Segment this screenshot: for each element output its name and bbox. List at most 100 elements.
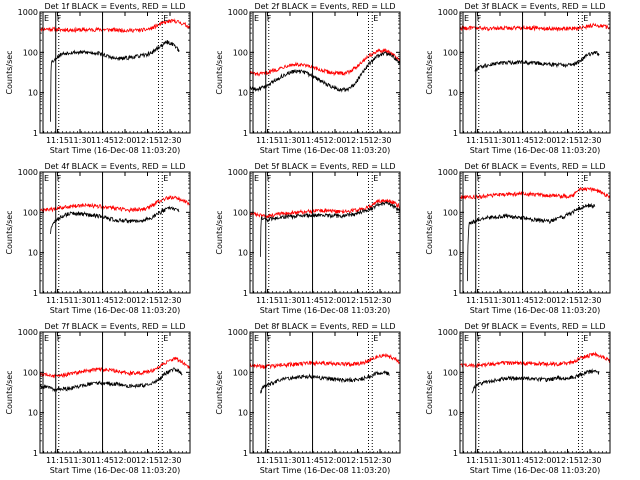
detector-panel: Det 1f BLACK = Events, RED = LLD Counts/s… xyxy=(5,2,191,155)
x-tick-label: 11:45 xyxy=(511,456,534,465)
x-tick-label: 12:00 xyxy=(323,296,346,305)
x-tick-label: 11:15 xyxy=(466,136,489,145)
x-axis-label: Start Time (16-Dec-08 11:03:20) xyxy=(260,466,391,475)
x-tick-label: 12:15 xyxy=(556,456,579,465)
x-tick-label: 12:00 xyxy=(323,456,346,465)
y-tick-label: 1 xyxy=(453,129,458,138)
x-tick-label: 12:15 xyxy=(136,296,159,305)
y-tick-label: 100 xyxy=(23,208,38,217)
panel-title: Det 7f BLACK = Events, RED = LLD xyxy=(44,322,185,331)
y-tick-label: 1000 xyxy=(18,328,38,337)
x-tick-label: 11:15 xyxy=(256,136,279,145)
event-marker-label: E xyxy=(464,14,469,23)
x-axis-label: Start Time (16-Dec-08 11:03:20) xyxy=(50,306,181,315)
x-tick-label: 11:30 xyxy=(488,296,511,305)
panel-grid: Det 1f BLACK = Events, RED = LLD Counts/s… xyxy=(5,2,611,475)
x-tick-label: 11:15 xyxy=(46,456,69,465)
y-tick-label: 10 xyxy=(28,249,38,258)
x-axis-label: Start Time (16-Dec-08 11:03:20) xyxy=(50,146,181,155)
y-tick-label: 1 xyxy=(243,129,248,138)
y-tick-label: 10 xyxy=(28,409,38,418)
event-marker-label: E xyxy=(44,334,49,343)
series-line-lld xyxy=(39,195,191,214)
x-tick-label: 12:30 xyxy=(578,136,601,145)
x-tick-label: 12:00 xyxy=(323,136,346,145)
y-tick-label: 100 xyxy=(443,48,458,57)
x-tick-label: 12:15 xyxy=(136,136,159,145)
x-tick-label: 11:45 xyxy=(91,136,114,145)
series-line-events xyxy=(260,200,401,257)
y-axis-label: Counts/sec xyxy=(425,370,434,414)
series-line-lld xyxy=(459,351,611,369)
plot-frame xyxy=(39,331,191,454)
event-marker-label: E xyxy=(373,14,378,23)
y-tick-label: 1000 xyxy=(438,8,458,17)
panel-title: Det 3f BLACK = Events, RED = LLD xyxy=(464,2,605,11)
y-axis-label: Counts/sec xyxy=(425,210,434,254)
x-axis-label: Start Time (16-Dec-08 11:03:20) xyxy=(50,466,181,475)
x-tick-label: 11:15 xyxy=(466,296,489,305)
x-tick-label: 11:45 xyxy=(301,136,324,145)
x-tick-label: 11:30 xyxy=(278,296,301,305)
detector-panel: Det 3f BLACK = Events, RED = LLD Counts/s… xyxy=(425,2,611,155)
y-tick-label: 1000 xyxy=(228,8,248,17)
y-tick-label: 1 xyxy=(243,449,248,458)
x-tick-label: 11:30 xyxy=(68,456,91,465)
y-tick-label: 100 xyxy=(233,48,248,57)
x-tick-label: 12:15 xyxy=(346,136,369,145)
y-tick-label: 1 xyxy=(33,129,38,138)
event-marker-label: E xyxy=(464,334,469,343)
x-tick-label: 11:15 xyxy=(46,136,69,145)
x-tick-label: 11:15 xyxy=(256,296,279,305)
x-tick-label: 12:30 xyxy=(368,136,391,145)
x-tick-label: 11:45 xyxy=(301,456,324,465)
x-tick-label: 12:00 xyxy=(533,296,556,305)
x-tick-label: 11:45 xyxy=(91,296,114,305)
detector-panel: Det 7f BLACK = Events, RED = LLD Counts/s… xyxy=(5,322,191,475)
x-tick-label: 12:30 xyxy=(158,296,181,305)
x-tick-label: 11:30 xyxy=(278,456,301,465)
y-tick-label: 1000 xyxy=(228,328,248,337)
series-line-lld xyxy=(459,22,611,32)
y-tick-label: 10 xyxy=(28,89,38,98)
y-tick-label: 10 xyxy=(448,409,458,418)
y-tick-label: 100 xyxy=(23,48,38,57)
series-line-lld xyxy=(39,18,191,34)
plot-frame xyxy=(249,331,401,454)
panel-title: Det 4f BLACK = Events, RED = LLD xyxy=(44,162,185,171)
series-line-events xyxy=(474,51,600,72)
y-tick-label: 1000 xyxy=(438,328,458,337)
x-tick-label: 12:30 xyxy=(368,456,391,465)
panel-title: Det 1f BLACK = Events, RED = LLD xyxy=(44,2,185,11)
series-line-lld xyxy=(459,186,611,200)
event-marker-label: E xyxy=(163,174,168,183)
x-tick-label: 12:15 xyxy=(346,456,369,465)
y-tick-label: 100 xyxy=(233,368,248,377)
x-axis-label: Start Time (16-Dec-08 11:03:20) xyxy=(470,306,601,315)
x-tick-label: 12:15 xyxy=(556,296,579,305)
x-tick-label: 12:30 xyxy=(158,136,181,145)
series-line-lld xyxy=(249,198,401,219)
series-line-events xyxy=(50,39,180,122)
y-tick-label: 100 xyxy=(233,208,248,217)
x-tick-label: 12:00 xyxy=(113,296,136,305)
x-tick-label: 12:00 xyxy=(113,136,136,145)
series-line-events xyxy=(467,202,596,282)
y-axis-label: Counts/sec xyxy=(215,50,224,94)
y-tick-label: 10 xyxy=(238,409,248,418)
x-tick-label: 11:30 xyxy=(488,136,511,145)
series-line-lld xyxy=(249,48,401,77)
y-tick-label: 10 xyxy=(448,249,458,258)
event-marker-label: E xyxy=(254,334,259,343)
x-axis-label: Start Time (16-Dec-08 11:03:20) xyxy=(470,466,601,475)
panel-title: Det 9f BLACK = Events, RED = LLD xyxy=(464,322,605,331)
detector-panel: Det 6f BLACK = Events, RED = LLD Counts/s… xyxy=(425,162,611,315)
x-tick-label: 12:30 xyxy=(578,296,601,305)
y-tick-label: 1 xyxy=(33,449,38,458)
x-tick-label: 12:15 xyxy=(346,296,369,305)
x-tick-label: 12:15 xyxy=(556,136,579,145)
x-tick-label: 11:30 xyxy=(488,456,511,465)
x-tick-label: 11:30 xyxy=(68,136,91,145)
panel-title: Det 8f BLACK = Events, RED = LLD xyxy=(254,322,395,331)
event-marker-label: E xyxy=(583,334,588,343)
